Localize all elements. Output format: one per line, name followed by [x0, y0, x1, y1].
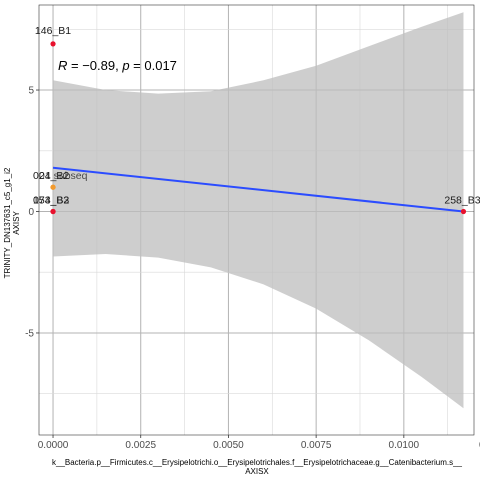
confidence-band-area: [53, 12, 464, 409]
panel-border: [38, 4, 475, 436]
x-tick-label: 0.0050: [213, 440, 244, 451]
x-tick-label: 0.0075: [301, 440, 332, 451]
r-value: = −0.89,: [67, 58, 122, 73]
point-label: 024_B2: [33, 170, 69, 182]
y-axis-title-line1: TRINITY_DN137631_c5_g1_i2: [3, 167, 12, 278]
data-points: [50, 41, 467, 215]
data-point: [50, 208, 56, 215]
regression-line-segment: [52, 166, 464, 213]
point-label: 01 subseq: [39, 170, 88, 182]
regression-line: [52, 166, 464, 213]
p-value: = 0.017: [130, 58, 177, 73]
stat-annotation: R = −0.89, p = 0.017: [58, 58, 177, 73]
data-point: [460, 208, 467, 215]
data-point: [50, 41, 56, 47]
r-symbol: R: [58, 58, 67, 73]
point-label: 173_B3: [33, 194, 69, 206]
y-axis-ticks: -5 0 5: [25, 86, 39, 339]
x-tick-label: 0.0100: [389, 440, 420, 451]
y-tick-label: 5: [28, 86, 34, 97]
y-axis-title-line2: AXISY: [12, 211, 21, 235]
x-tick-label: 0.0000: [38, 440, 69, 451]
point-label: 258_B3: [444, 194, 480, 206]
confidence-band: [53, 12, 464, 409]
x-axis-title-line2: AXISX: [245, 467, 269, 476]
data-point: [50, 184, 56, 190]
point-label: 054_B2: [33, 194, 69, 206]
point-label: 146_B1: [35, 25, 71, 37]
x-tick-label: 0.0025: [125, 440, 156, 451]
p-symbol: p: [121, 58, 129, 73]
y-tick-label: 0: [28, 207, 34, 218]
x-axis-title-line1: k__Bacteria.p__Firmicutes.c__Erysipelotr…: [52, 458, 463, 467]
y-tick-label: -5: [25, 328, 34, 339]
